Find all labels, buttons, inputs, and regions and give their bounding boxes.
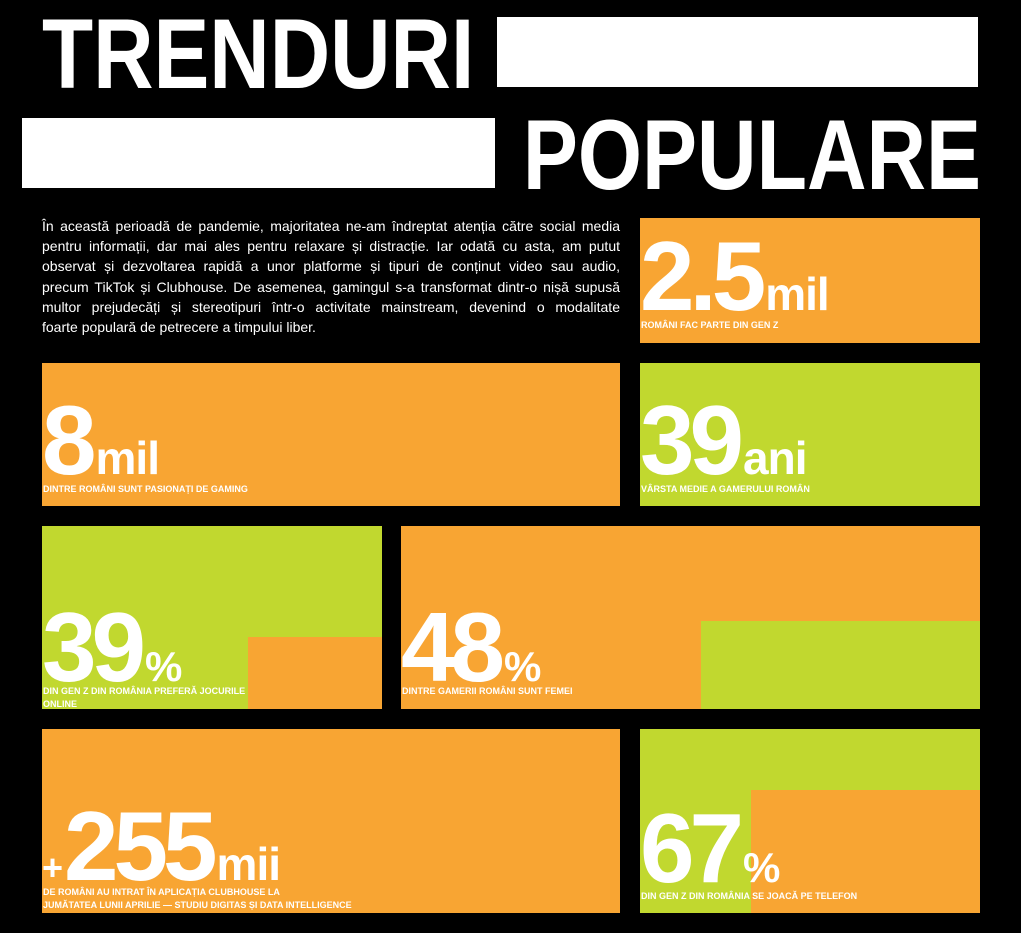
intro-line: În această perioadă de pandemie, majorit… <box>42 218 620 234</box>
stat-card-gamer-average-age: 39 ani VÂRSTA MEDIE A GAMERULUI ROMÂN <box>640 363 980 506</box>
stat-value: 39 <box>640 385 744 495</box>
stat-caption-line: DIN GEN Z DIN ROMÂNIA SE JOACĂ PE TELEFO… <box>641 891 858 901</box>
stat-number: 39 % <box>42 598 182 696</box>
intro-line: precum TikTok și Clubhouse. De asemenea,… <box>42 278 620 295</box>
intro-paragraph: În această perioadă de pandemie, majorit… <box>42 216 620 337</box>
intro-line: pentru informații, dar mai ales pentru r… <box>42 238 620 255</box>
stat-unit: mil <box>95 432 160 484</box>
stat-value: 255 <box>64 791 217 901</box>
stat-number: 67 % <box>640 799 780 897</box>
stat-unit: % <box>743 844 781 891</box>
stat-number: + 255 mii <box>42 791 281 901</box>
intro-line: foarte populară de petrecere a timpului … <box>42 319 316 336</box>
stat-caption-line: DIN GEN Z DIN ROMÂNIA PREFERĂ JOCURILE <box>43 686 246 696</box>
stat-value: 67 <box>640 793 744 903</box>
stat-caption: DINTRE GAMERII ROMÂNI SUNT FEMEI <box>402 685 573 698</box>
accent-block <box>248 637 382 709</box>
stat-caption: DIN GEN Z DIN ROMÂNIA SE JOACĂ PE TELEFO… <box>641 890 857 903</box>
stat-number: 48 % <box>401 598 541 696</box>
stat-value: 39 <box>42 592 146 702</box>
intro-line: multor prejudecăți și stereotipuri într-… <box>42 298 620 315</box>
stat-value: 48 <box>401 592 505 702</box>
stat-value: 8 <box>42 385 96 495</box>
stat-unit: ani <box>743 432 807 484</box>
accent-block <box>701 621 980 709</box>
stat-caption-line: ONLINE <box>43 699 78 709</box>
stat-caption-line: DINTRE ROMÂNI SUNT PASIONAȚI DE GAMING <box>43 484 248 494</box>
stat-caption: DINTRE ROMÂNI SUNT PASIONAȚI DE GAMING <box>43 483 248 496</box>
stat-unit: mil <box>765 268 829 320</box>
stat-caption-line: VÂRSTA MEDIE A GAMERULUI ROMÂN <box>641 484 810 494</box>
accent-block <box>751 790 980 913</box>
stat-card-gaming-fans: 8 mil DINTRE ROMÂNI SUNT PASIONAȚI DE GA… <box>42 363 620 506</box>
stat-caption: DIN GEN Z DIN ROMÂNIA PREFERĂ JOCURILE O… <box>43 685 245 709</box>
stat-value: 2.5 <box>640 221 766 331</box>
title-line-trenduri: TRENDURI <box>42 0 475 109</box>
stat-card-mobile-gaming: 67 % DIN GEN Z DIN ROMÂNIA SE JOACĂ PE T… <box>640 729 980 913</box>
stat-caption-line: JUMĂTATEA LUNII APRILIE — STUDIU DIGITAS… <box>43 900 352 910</box>
stat-card-online-games-preference: 39 % DIN GEN Z DIN ROMÂNIA PREFERĂ JOCUR… <box>42 526 382 709</box>
stat-number: 2.5 mil <box>640 221 830 331</box>
stat-number: 39 ani <box>640 385 807 495</box>
stat-caption: DE ROMÂNI AU INTRAT ÎN APLICAȚIA CLUBHOU… <box>43 886 352 912</box>
title-bar-right <box>497 17 978 87</box>
title-bar-left <box>22 118 495 188</box>
stat-unit: % <box>504 643 542 690</box>
stat-unit: mii <box>216 838 281 890</box>
stat-number: 8 mil <box>42 385 160 495</box>
title-line-populare: POPULARE <box>522 99 981 210</box>
stat-caption: VÂRSTA MEDIE A GAMERULUI ROMÂN <box>641 483 810 496</box>
intro-line: observat și dezvoltarea rapidă a unor pl… <box>42 258 620 275</box>
stat-prefix: + <box>42 847 64 888</box>
stat-caption: ROMÂNI FAC PARTE DIN GEN Z <box>641 319 778 332</box>
stat-caption-line: ROMÂNI FAC PARTE DIN GEN Z <box>641 320 779 330</box>
stat-card-female-gamers: 48 % DINTRE GAMERII ROMÂNI SUNT FEMEI <box>401 526 980 709</box>
stat-card-gen-z-population: 2.5 mil ROMÂNI FAC PARTE DIN GEN Z <box>640 218 980 343</box>
stat-unit: % <box>145 643 183 690</box>
stat-caption-line: DINTRE GAMERII ROMÂNI SUNT FEMEI <box>402 686 573 696</box>
stat-caption-line: DE ROMÂNI AU INTRAT ÎN APLICAȚIA CLUBHOU… <box>43 887 280 897</box>
stat-card-clubhouse-users: + 255 mii DE ROMÂNI AU INTRAT ÎN APLICAȚ… <box>42 729 620 913</box>
